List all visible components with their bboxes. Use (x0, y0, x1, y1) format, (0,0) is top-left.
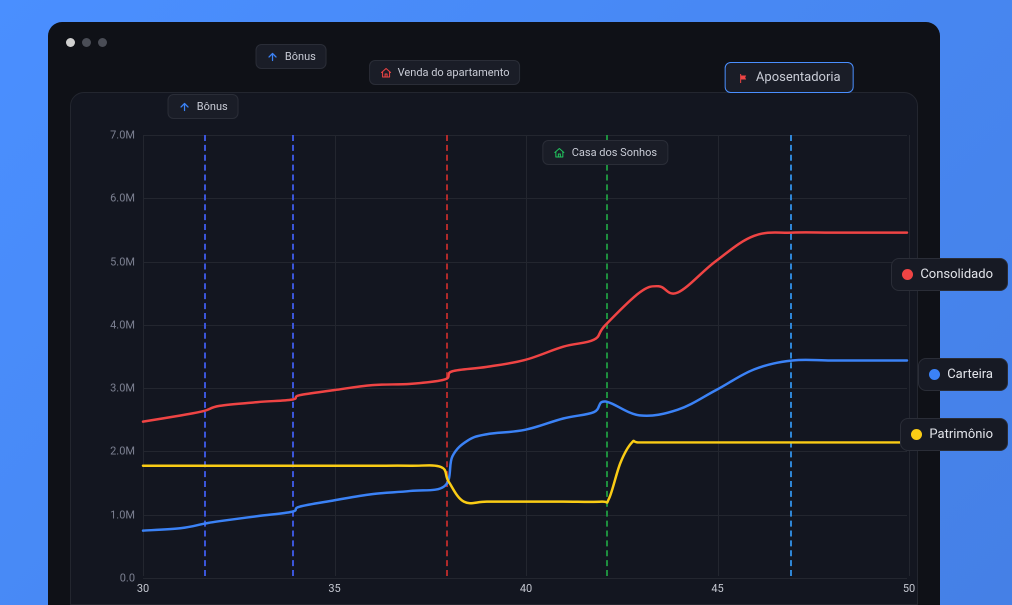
flag-icon (738, 72, 750, 84)
y-axis-label: 7.0M (110, 129, 135, 142)
event-label: Venda do apartamento (369, 60, 521, 85)
arrow-up-icon (179, 101, 191, 113)
series-line (143, 360, 907, 531)
legend-label: Consolidado (920, 267, 993, 282)
event-label: Casa dos Sonhos (543, 140, 668, 165)
y-axis-label: 4.0M (110, 318, 135, 331)
window-titlebar (48, 22, 940, 62)
x-axis-label: 40 (520, 582, 532, 595)
chart-plot: 0.01.0M2.0M3.0M4.0M5.0M6.0M7.0M303540455… (143, 135, 907, 576)
x-axis-label: 45 (711, 582, 723, 595)
legend-color-dot (929, 369, 940, 380)
chart-panel: 0.0 1.0M 2.0M 3.0M 4.0M 5.0M 6.0M 7.0M 30 35 40 45 5… (70, 92, 918, 605)
legend-color-dot (902, 269, 913, 280)
legend-item[interactable]: Patrimônio (900, 418, 1008, 451)
event-label[interactable]: Aposentadoria (725, 62, 854, 93)
legend-label: Carteira (947, 367, 993, 382)
home-icon (380, 67, 392, 79)
grid-vline (909, 135, 910, 576)
window-dot (98, 38, 107, 47)
legend-color-dot (911, 429, 922, 440)
series-line (143, 441, 907, 503)
x-axis-label: 50 (903, 582, 915, 595)
y-axis-label: 1.0M (110, 508, 135, 521)
app-window: 0.0 1.0M 2.0M 3.0M 4.0M 5.0M 6.0M 7.0M 30 35 40 45 5… (48, 22, 940, 605)
legend-item[interactable]: Carteira (918, 358, 1008, 391)
arrow-up-icon (267, 51, 279, 63)
x-axis-label: 35 (328, 582, 340, 595)
x-axis-label: 30 (137, 582, 149, 595)
event-label-text: Casa dos Sonhos (572, 146, 657, 159)
y-axis-label: 6.0M (110, 192, 135, 205)
series-line (143, 232, 907, 421)
event-label: Bônus (168, 94, 239, 119)
y-axis-label: 5.0M (110, 255, 135, 268)
y-axis-label: 2.0M (110, 445, 135, 458)
grid-hline (143, 578, 907, 579)
event-label-text: Bônus (285, 50, 316, 63)
y-axis-label: 3.0M (110, 382, 135, 395)
event-label-text: Aposentadoria (756, 70, 841, 85)
chart-lines (143, 135, 907, 576)
legend-label: Patrimônio (929, 427, 993, 442)
window-dot (82, 38, 91, 47)
home-icon (554, 147, 566, 159)
event-label-text: Venda do apartamento (398, 66, 510, 79)
window-dot (66, 38, 75, 47)
legend-item[interactable]: Consolidado (891, 258, 1008, 291)
event-label: Bônus (256, 44, 327, 69)
y-axis-label: 0.0 (120, 572, 135, 585)
event-label-text: Bônus (197, 100, 228, 113)
